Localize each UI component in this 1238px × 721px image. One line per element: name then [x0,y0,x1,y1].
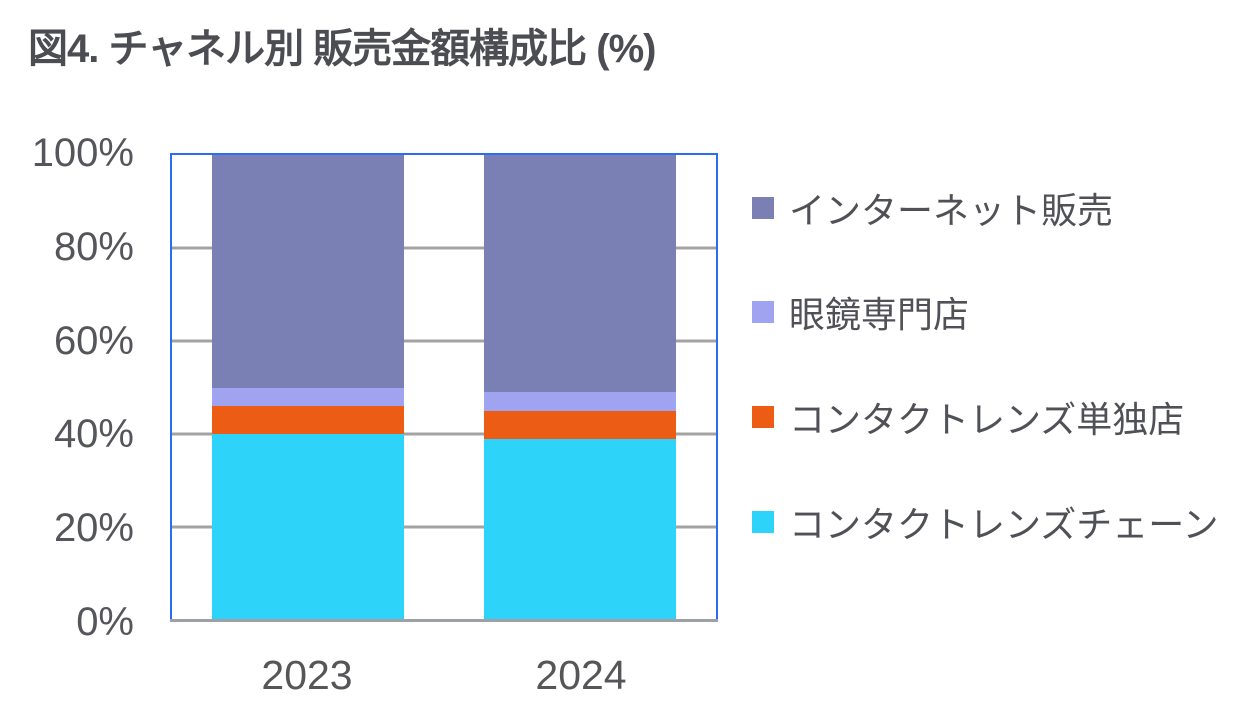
legend-label: コンタクトレンズチェーン [789,504,1219,545]
y-tick-label: 60% [53,318,134,363]
y-tick-label: 80% [53,224,134,269]
bar-segment [212,155,404,388]
legend-item: インターネット販売 [752,182,1113,234]
bar-segment [484,410,676,439]
gridline [172,432,716,436]
gridline [172,339,716,343]
stacked-bar-2024 [484,155,676,620]
x-tick-label: 2024 [535,652,627,698]
y-tick-label: 0% [76,600,134,644]
stacked-bar-2023 [212,155,404,620]
legend-swatch [752,511,774,533]
y-tick-label: 20% [53,506,134,551]
plot-area [170,153,718,622]
legend-label: インターネット販売 [789,190,1114,231]
legend-item: コンタクトレンズチェーン [752,496,1218,548]
gridline [172,525,716,529]
bar-segment [212,406,404,434]
bar-segment [212,433,404,620]
legend: インターネット販売 眼鏡専門店コンタクトレンズ単独店 コンタクトレンズチェーン [752,0,1238,721]
x-axis-line [170,619,718,622]
legend-swatch [752,406,774,428]
x-tick-label: 2023 [261,652,353,698]
y-axis: 0% 20% 40% 60% 80% 100% [0,133,134,642]
legend-swatch [752,197,774,219]
y-tick-label: 100% [31,131,134,175]
bar-segment [212,387,404,407]
legend-label: コンタクトレンズ単独店 [789,399,1185,440]
y-tick-label: 40% [53,412,134,457]
chart-title: 図4. チャネル別 販売金額構成比 (%) [28,27,657,71]
bar-segment [484,392,676,411]
gridline [172,246,716,250]
legend-swatch [752,301,774,323]
x-axis: 2023 2024 [170,655,718,705]
bar-segment [484,155,676,393]
legend-item: コンタクトレンズ単独店 [752,391,1184,443]
legend-label: 眼鏡専門店 [789,294,970,335]
bar-segment [484,438,676,620]
legend-item: 眼鏡専門店 [752,286,969,338]
